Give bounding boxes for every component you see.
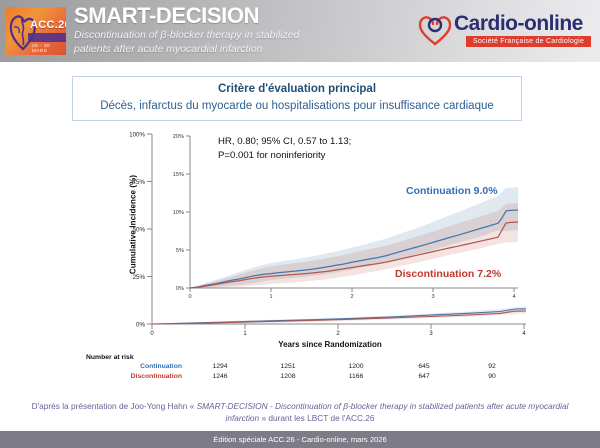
hazard-ratio-annotation: HR, 0.80; 95% CI, 0.57 to 1.13; P=0.001 …: [218, 135, 351, 162]
svg-text:50%: 50%: [133, 226, 146, 233]
svg-text:0: 0: [150, 331, 154, 337]
continuation-curve-label: Continuation 9.0%: [406, 185, 498, 197]
kaplan-meier-figure: 100% 75% 50% 25% 0% 0 1 2 3 4: [129, 128, 530, 353]
outer-curves: [151, 306, 527, 325]
svg-text:25%: 25%: [133, 274, 146, 281]
number-at-risk-cell: 1251: [280, 363, 296, 370]
header-title-group: SMART-DECISION Discontinuation of β-bloc…: [74, 4, 299, 56]
heart-outline-icon: [418, 16, 452, 46]
primary-endpoint-banner: Critère d'évaluation principal Décès, in…: [72, 76, 522, 121]
acc26-logo: ACC.26 28 - 30 MARS: [6, 7, 66, 55]
page-subtitle-line2: patients after acute myocardial infarcti…: [74, 42, 263, 55]
number-at-risk-cell: 90: [488, 373, 496, 381]
page-title: SMART-DECISION: [74, 3, 260, 28]
source-study-title: SMART-DECISION - Discontinuation of β-bl…: [196, 401, 569, 424]
svg-text:3: 3: [431, 294, 434, 300]
number-at-risk-cell: 1200: [348, 363, 364, 370]
table-row: Discontinuation 1246 1208 1166 647 90: [86, 372, 526, 382]
inset-x-ticklabels: 0 1 2 3 4: [188, 294, 515, 300]
acc26-logo-bar: [28, 33, 66, 42]
number-at-risk-row-label-discontinuation: Discontinuation: [130, 373, 182, 381]
number-at-risk-cell: 645: [418, 363, 430, 370]
svg-text:5%: 5%: [176, 248, 184, 254]
cardio-online-tagline: Société Française de Cardiologie: [466, 36, 592, 47]
svg-text:15%: 15%: [173, 172, 184, 178]
number-at-risk-table: Number at risk Continuation 1294 1251 12…: [86, 354, 536, 382]
discontinuation-curve: [189, 221, 519, 289]
svg-text:0%: 0%: [176, 286, 184, 292]
number-at-risk-cell: 1294: [212, 363, 228, 370]
inset-axis: [186, 135, 518, 292]
svg-text:1: 1: [243, 331, 247, 337]
primary-endpoint-description: Décès, infarctus du myocarde ou hospital…: [100, 99, 494, 112]
hazard-ratio-line: HR, 0.80; 95% CI, 0.57 to 1.13;: [218, 136, 352, 147]
svg-text:0: 0: [188, 294, 191, 300]
chart-canvas: 100% 75% 50% 25% 0% 0 1 2 3 4: [130, 131, 527, 337]
acc26-logo-label: ACC.26: [30, 19, 66, 31]
table-row: Continuation 1294 1251 1200 645 92: [86, 362, 526, 372]
svg-text:4: 4: [522, 331, 526, 337]
svg-text:1: 1: [269, 294, 272, 300]
p-value-line: P=0.001 for noninferiority: [218, 149, 326, 161]
number-at-risk-cell: 647: [418, 373, 430, 381]
cardio-online-logo[interactable]: Cardio-online Société Française de Cardi…: [418, 10, 592, 52]
number-at-risk-cell: 1246: [212, 373, 228, 381]
source-attribution: D'après la présentation de Joo-Yong Hahn…: [14, 400, 586, 424]
bottom-bar-label: Édition spéciale ACC.26 - Cardio-online,…: [213, 435, 387, 444]
svg-text:75%: 75%: [133, 179, 146, 186]
svg-text:0%: 0%: [136, 321, 145, 328]
heart-icon: [9, 15, 37, 51]
number-at-risk-title: Number at risk: [86, 354, 134, 361]
acc26-logo-dates: 28 - 30 MARS: [32, 43, 51, 53]
page-header: ACC.26 28 - 30 MARS SMART-DECISION Disco…: [0, 0, 600, 62]
svg-text:100%: 100%: [130, 131, 145, 138]
source-suffix: » durant les LBCT de l'ACC.26: [259, 413, 375, 424]
number-at-risk-grid: Continuation 1294 1251 1200 645 92 Disco…: [86, 362, 526, 382]
number-at-risk-cell: 1208: [280, 373, 296, 381]
x-axis-label: Years since Randomization: [278, 340, 382, 349]
svg-text:3: 3: [429, 331, 433, 337]
number-at-risk-cell: 1166: [348, 373, 364, 381]
number-at-risk-cell: 92: [488, 363, 496, 370]
discontinuation-curve-label: Discontinuation 7.2%: [395, 268, 502, 280]
svg-text:4: 4: [512, 294, 515, 300]
continuation-curve: [189, 209, 519, 289]
y-axis-label: Cumulative Incidence (%): [128, 174, 138, 275]
svg-text:10%: 10%: [173, 210, 184, 216]
cardio-online-name: Cardio-online: [454, 12, 583, 35]
page-subtitle: Discontinuation of β-blocker therapy in …: [74, 29, 299, 56]
page-subtitle-line1: Discontinuation of β-blocker therapy in …: [74, 29, 300, 42]
outer-y-ticklabels: 100% 75% 50% 25% 0%: [130, 131, 145, 328]
number-at-risk-row-label-continuation: Continuation: [140, 363, 182, 370]
inset-y-ticklabels: 20% 15% 10% 5% 0%: [173, 134, 184, 292]
outer-axis: [147, 133, 526, 329]
svg-text:20%: 20%: [173, 134, 184, 140]
svg-text:2: 2: [350, 294, 353, 300]
primary-endpoint-title: Critère d'évaluation principal: [217, 83, 377, 95]
source-prefix: D'après la présentation de Joo-Yong Hahn…: [31, 401, 197, 411]
discontinuation-ci-band: [190, 203, 518, 288]
svg-text:2: 2: [336, 331, 340, 337]
bottom-bar: Édition spéciale ACC.26 - Cardio-online,…: [0, 431, 600, 448]
outer-x-ticklabels: 0 1 2 3 4: [150, 331, 526, 337]
